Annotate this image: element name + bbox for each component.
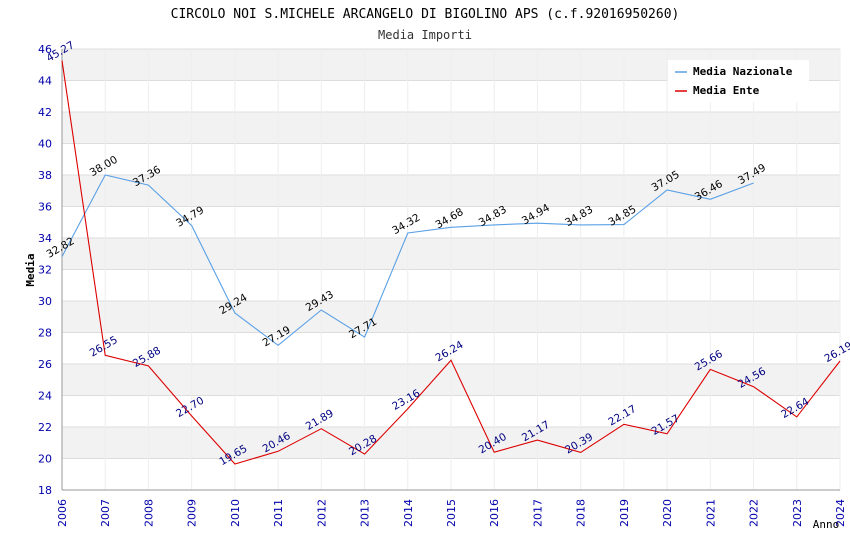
data-label-ente: 22.70 (174, 395, 206, 420)
y-tick-label: 32 (38, 264, 52, 277)
x-tick-label: 2017 (531, 499, 544, 527)
x-tick-label: 2015 (445, 499, 458, 527)
x-tick-label: 2010 (229, 499, 242, 527)
data-label-nazionale: 34.32 (390, 212, 422, 237)
x-tick-label: 2009 (186, 499, 199, 527)
data-label-nazionale: 34.79 (174, 204, 206, 229)
y-tick-label: 30 (38, 295, 52, 308)
x-tick-label: 2006 (56, 499, 69, 527)
y-tick-label: 44 (38, 75, 52, 88)
x-tick-label: 2021 (704, 499, 717, 527)
y-tick-label: 40 (38, 138, 52, 151)
x-tick-label: 2014 (402, 499, 415, 527)
x-tick-label: 2018 (575, 499, 588, 527)
y-tick-labels: 18 20 22 24 26 28 30 32 34 36 38 40 42 44 46 (38, 43, 52, 497)
x-tick-label: 2013 (359, 499, 372, 527)
y-tick-label: 18 (38, 484, 52, 497)
x-gridlines (61, 49, 841, 490)
y-tick-label: 36 (38, 201, 52, 214)
data-label-ente: 26.55 (88, 334, 120, 359)
y-tick-label: 20 (38, 453, 52, 466)
data-label-ente: 26.19 (822, 340, 850, 365)
x-tick-label: 2022 (748, 499, 761, 527)
data-label-ente: 22.64 (779, 395, 811, 421)
y-tick-label: 34 (38, 232, 52, 245)
y-tick-label: 46 (38, 43, 52, 56)
x-axis-title: Anno (813, 518, 840, 531)
chart-subtitle: Media Importi (378, 28, 472, 42)
x-tick-label: 2019 (618, 499, 631, 527)
x-tick-label: 2024 (834, 499, 847, 527)
x-tick-label: 2012 (315, 499, 328, 527)
data-label-ente: 26.24 (433, 339, 465, 365)
x-tick-label: 2007 (99, 499, 112, 527)
legend-box (668, 60, 809, 102)
series-line-ente (61, 60, 841, 465)
series-lines (61, 60, 841, 465)
x-tick-label: 2011 (272, 499, 285, 527)
y-tick-label: 28 (38, 327, 52, 340)
legend-label-nazionale: Media Nazionale (693, 65, 793, 78)
y-tick-label: 24 (38, 390, 52, 403)
legend: Media Nazionale Media Ente (668, 60, 809, 102)
x-tick-label: 2016 (488, 499, 501, 527)
x-tick-label: 2023 (791, 499, 804, 527)
x-tick-labels: 2006 2007 2008 2009 2010 2011 2012 2013 2014 2015… (56, 499, 847, 527)
y-tick-label: 38 (38, 169, 52, 182)
series-line-nazionale (61, 174, 754, 346)
chart-title: CIRCOLO NOI S.MICHELE ARCANGELO DI BIGOL… (171, 7, 680, 22)
x-tick-label: 2020 (661, 499, 674, 527)
y-tick-label: 22 (38, 421, 52, 434)
y-tick-label: 42 (38, 106, 52, 119)
x-tick-label: 2008 (142, 499, 155, 527)
y-axis-title: Media (24, 253, 37, 286)
y-tick-label: 26 (38, 358, 52, 371)
legend-label-ente: Media Ente (693, 84, 760, 97)
data-label-ente: 22.17 (606, 403, 638, 428)
